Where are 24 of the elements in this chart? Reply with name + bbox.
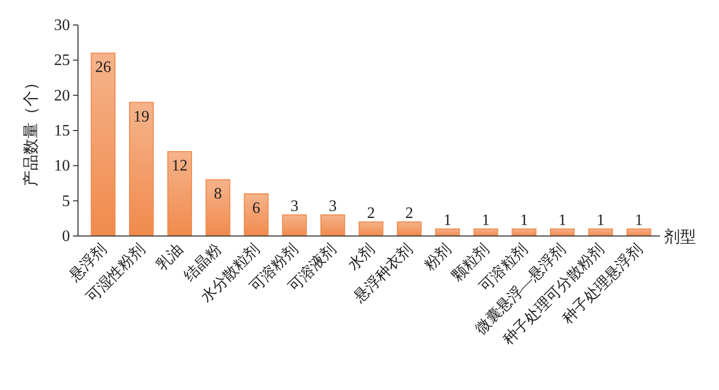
data-label: 19 (133, 108, 150, 126)
y-tick-label: 15 (54, 122, 70, 140)
y-tick-label: 0 (62, 228, 70, 245)
data-label: 1 (634, 212, 643, 229)
y-tick-label: 20 (54, 87, 70, 104)
data-label: 12 (172, 158, 188, 175)
data-label: 3 (290, 198, 298, 215)
data-label: 1 (596, 212, 605, 229)
data-label: 26 (95, 59, 112, 76)
y-tick-label: 25 (54, 52, 70, 70)
data-label: 1 (520, 212, 528, 229)
data-label: 6 (252, 200, 260, 217)
data-label: 8 (214, 186, 222, 203)
data-label: 1 (482, 212, 490, 229)
data-label: 3 (328, 198, 337, 215)
data-label: 1 (444, 212, 452, 229)
y-tick-label: 10 (54, 158, 70, 175)
y-axis-title: 产品数量（个） (22, 74, 40, 186)
data-label: 2 (367, 204, 375, 222)
y-tick-label: 30 (54, 17, 70, 34)
x-axis-title: 剂型 (664, 228, 696, 246)
y-tick-label: 5 (62, 192, 70, 210)
data-label: 2 (405, 204, 414, 222)
data-label: 1 (558, 212, 566, 229)
